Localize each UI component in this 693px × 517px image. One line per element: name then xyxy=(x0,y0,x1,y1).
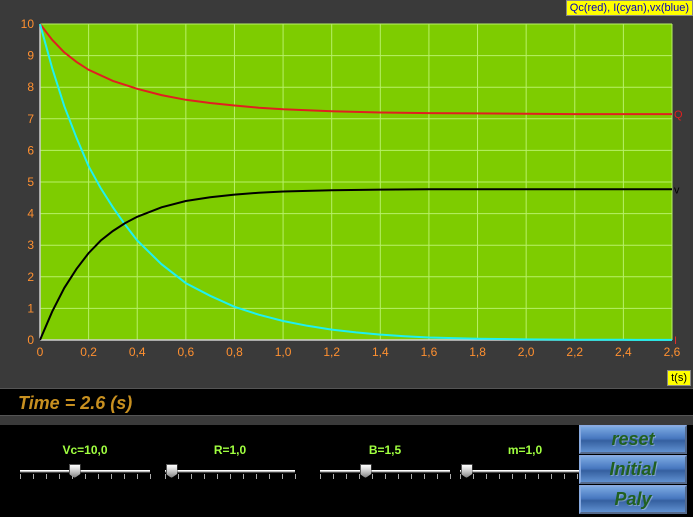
svg-text:6: 6 xyxy=(27,143,34,157)
controls-panel: Vc=10,0 R=1,0 B=1,5 m=1,0 reset Initial Pal… xyxy=(0,425,693,517)
svg-text:Q: Q xyxy=(674,109,683,121)
chart-area: QIv00,20,40,60,81,01,21,41,61,82,02,22,4… xyxy=(8,18,684,368)
slider-track[interactable] xyxy=(20,461,150,481)
svg-text:1,4: 1,4 xyxy=(372,345,389,359)
slider-thumb[interactable] xyxy=(360,464,372,478)
slider-thumb[interactable] xyxy=(461,464,473,478)
slider-1: R=1,0 xyxy=(165,443,295,481)
slider-thumb[interactable] xyxy=(166,464,178,478)
svg-text:1,6: 1,6 xyxy=(421,345,438,359)
x-axis-label: t(s) xyxy=(667,370,691,386)
svg-text:v: v xyxy=(674,184,680,196)
time-bar: Time = 2.6 (s) xyxy=(0,388,693,416)
svg-text:2,2: 2,2 xyxy=(566,345,583,359)
svg-text:7: 7 xyxy=(27,112,34,126)
svg-text:0,4: 0,4 xyxy=(129,345,146,359)
svg-text:1,8: 1,8 xyxy=(469,345,486,359)
svg-text:2,0: 2,0 xyxy=(518,345,535,359)
slider-thumb[interactable] xyxy=(69,464,81,478)
svg-text:0,6: 0,6 xyxy=(178,345,195,359)
slider-track[interactable] xyxy=(460,461,590,481)
legend-label: Qc(red), I(cyan),vx(blue) xyxy=(566,0,693,16)
play-button[interactable]: Paly xyxy=(579,485,687,514)
svg-text:9: 9 xyxy=(27,49,34,63)
svg-text:2,6: 2,6 xyxy=(664,345,681,359)
slider-track[interactable] xyxy=(320,461,450,481)
slider-label: m=1,0 xyxy=(460,443,590,457)
time-display: Time = 2.6 (s) xyxy=(18,393,132,413)
svg-text:8: 8 xyxy=(27,80,34,94)
slider-label: Vc=10,0 xyxy=(20,443,150,457)
svg-text:0,8: 0,8 xyxy=(226,345,243,359)
svg-text:2: 2 xyxy=(27,270,34,284)
slider-3: m=1,0 xyxy=(460,443,590,481)
svg-text:1,0: 1,0 xyxy=(275,345,292,359)
svg-text:2,4: 2,4 xyxy=(615,345,632,359)
button-column: reset Initial Paly xyxy=(579,425,689,515)
svg-text:1: 1 xyxy=(27,301,34,315)
svg-text:0: 0 xyxy=(27,333,34,347)
svg-text:4: 4 xyxy=(27,207,34,221)
svg-text:3: 3 xyxy=(27,238,34,252)
svg-text:0,2: 0,2 xyxy=(80,345,97,359)
svg-text:10: 10 xyxy=(21,18,35,31)
slider-track[interactable] xyxy=(165,461,295,481)
slider-2: B=1,5 xyxy=(320,443,450,481)
svg-text:5: 5 xyxy=(27,175,34,189)
chart-svg: QIv00,20,40,60,81,01,21,41,61,82,02,22,4… xyxy=(8,18,684,368)
slider-label: R=1,0 xyxy=(165,443,295,457)
initial-button[interactable]: Initial xyxy=(579,455,687,484)
slider-label: B=1,5 xyxy=(320,443,450,457)
svg-text:1,2: 1,2 xyxy=(323,345,340,359)
reset-button[interactable]: reset xyxy=(579,425,687,454)
svg-text:0: 0 xyxy=(37,345,44,359)
slider-0: Vc=10,0 xyxy=(20,443,150,481)
